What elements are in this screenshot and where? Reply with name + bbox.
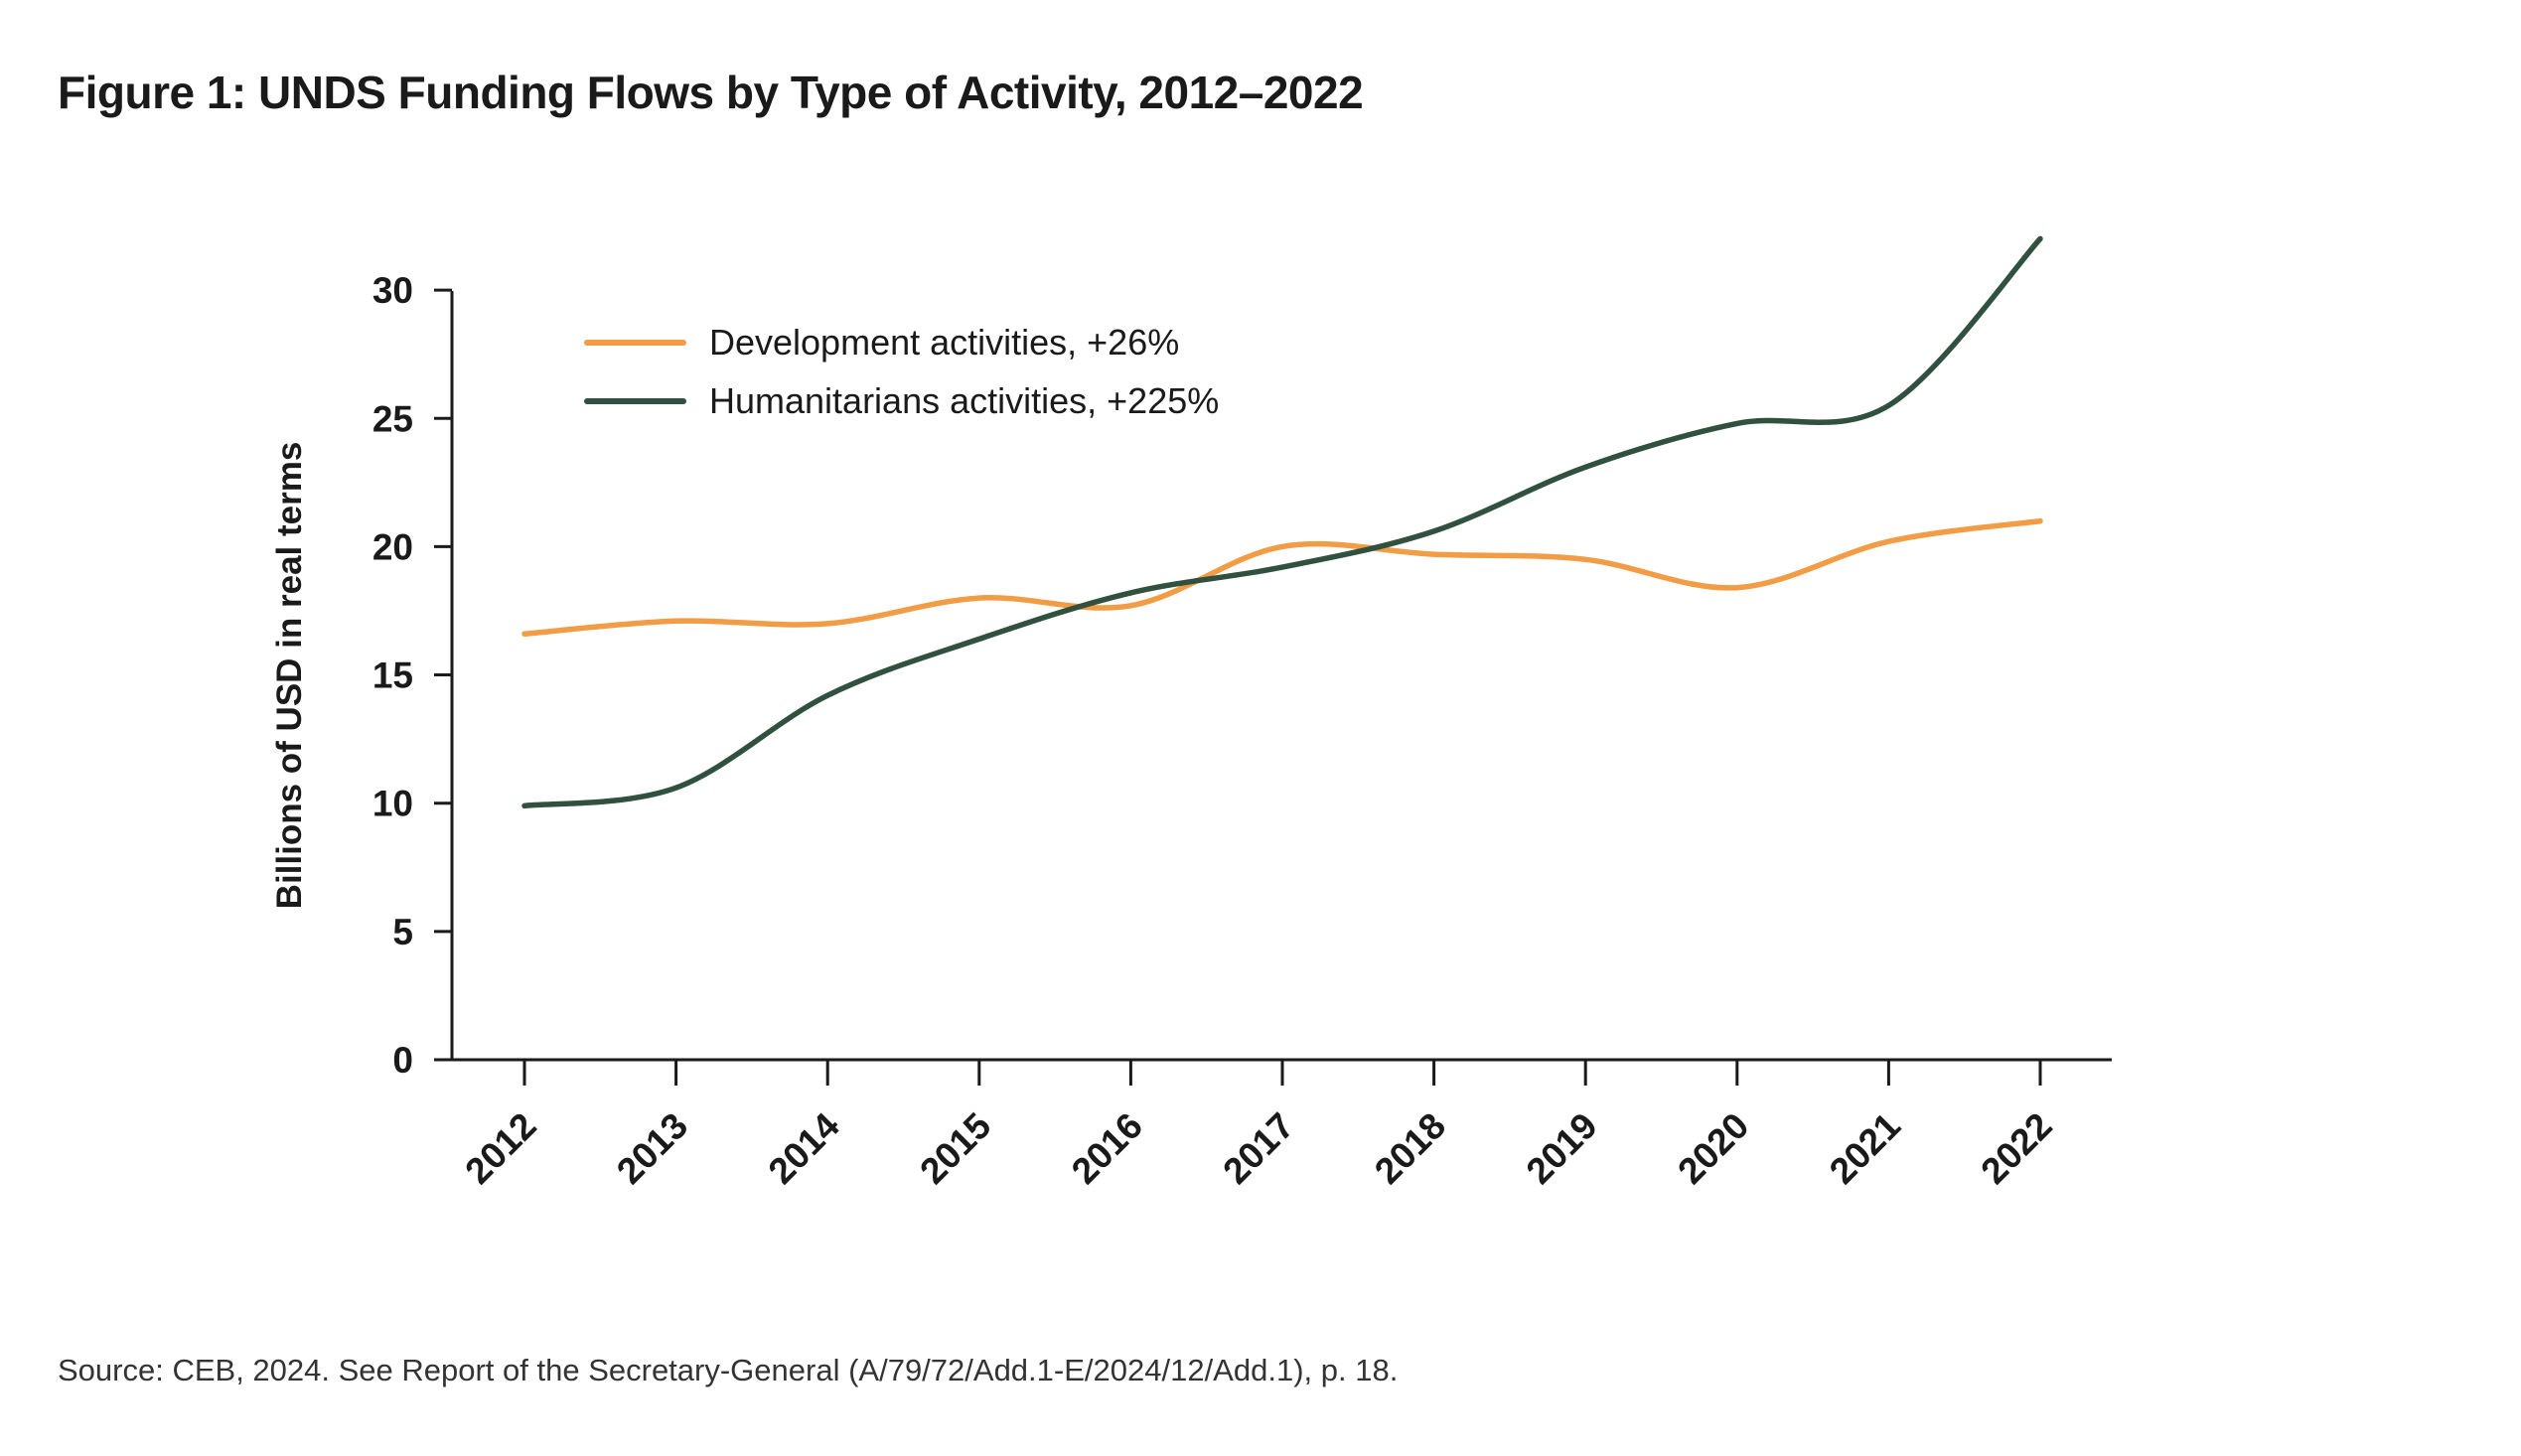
x-tick-label: 2015 [912,1105,998,1192]
y-tick-label: 30 [372,270,413,311]
axes [450,291,2112,1062]
x-tick-label: 2013 [609,1105,695,1192]
y-tick-label: 5 [392,912,413,952]
x-tick-label: 2022 [1973,1105,2059,1192]
y-tick-label: 15 [372,655,413,696]
source-note: Source: CEB, 2024. See Report of the Sec… [58,1353,1399,1387]
y-tick-label: 0 [392,1040,413,1081]
x-ticks: 2012 2013 2014 2015 2016 2017 2018 2019 2020 2021… [457,1060,2060,1192]
legend: Development activities, +26% Humanitarian… [584,322,1219,421]
development-series-line [521,517,2043,637]
figure-title: Figure 1: UNDS Funding Flows by Type of … [58,67,1364,118]
legend-label-humanitarian: Humanitarians activities, +225% [709,380,1219,421]
x-tick-label: 2018 [1367,1105,1453,1192]
y-ticks: 0 5 10 15 20 25 30 [372,270,452,1081]
humanitarian-series-line [521,235,2043,809]
y-tick-label: 20 [372,526,413,567]
y-tick-label: 10 [372,784,413,824]
series-lines [521,235,2043,809]
x-tick-label: 2012 [457,1105,543,1192]
x-tick-label: 2016 [1064,1105,1150,1192]
x-tick-label: 2017 [1215,1105,1301,1192]
y-axis-label: Billions of USD in real terms [270,442,309,910]
y-tick-label: 25 [372,398,413,439]
x-tick-label: 2020 [1670,1105,1756,1192]
legend-label-development: Development activities, +26% [709,322,1179,363]
x-tick-label: 2019 [1519,1105,1605,1192]
x-tick-label: 2021 [1822,1105,1908,1192]
x-tick-label: 2014 [761,1104,847,1191]
